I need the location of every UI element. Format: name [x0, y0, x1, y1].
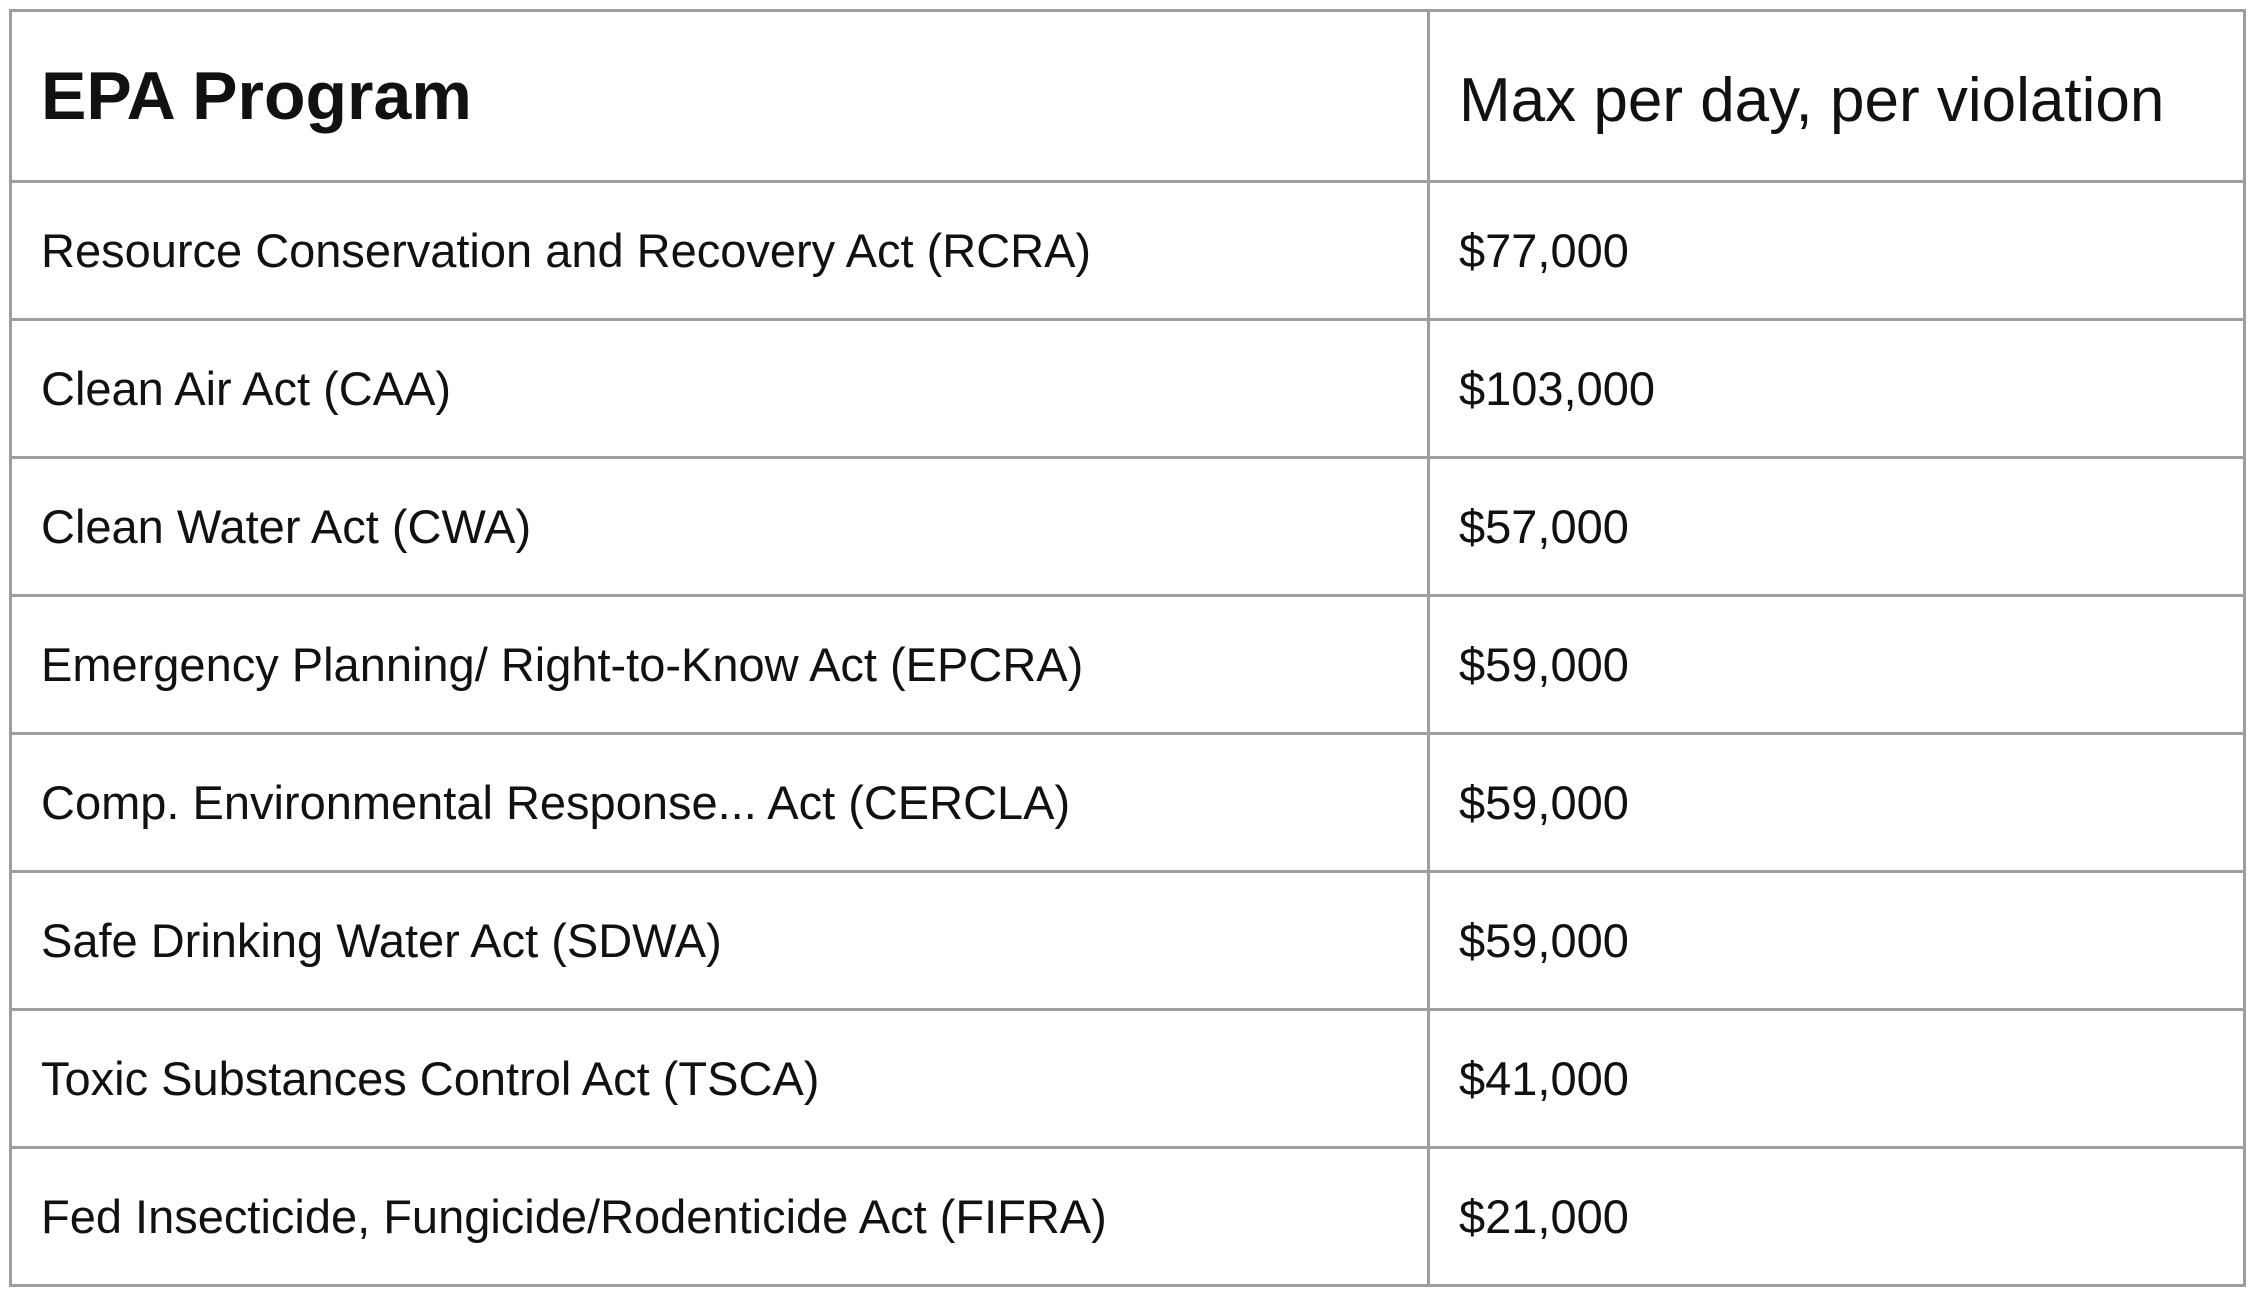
program-cell: Clean Water Act (CWA): [9, 456, 1430, 597]
header-row: EPA Program Max per day, per violation: [9, 9, 2246, 183]
table-row: Safe Drinking Water Act (SDWA) $59,000: [9, 870, 2246, 1011]
column-header-program: EPA Program: [9, 9, 1430, 183]
max-penalty-cell: $57,000: [1427, 456, 2246, 597]
program-cell: Toxic Substances Control Act (TSCA): [9, 1008, 1430, 1149]
program-cell: Safe Drinking Water Act (SDWA): [9, 870, 1430, 1011]
max-penalty-cell: $59,000: [1427, 732, 2246, 873]
program-cell: Comp. Environmental Response... Act (CER…: [9, 732, 1430, 873]
table-row: Fed Insecticide, Fungicide/Rodenticide A…: [9, 1146, 2246, 1287]
program-cell: Emergency Planning/ Right-to-Know Act (E…: [9, 594, 1430, 735]
program-cell: Clean Air Act (CAA): [9, 318, 1430, 459]
max-penalty-cell: $103,000: [1427, 318, 2246, 459]
table-row: Clean Water Act (CWA) $57,000: [9, 456, 2246, 597]
table-body: Resource Conservation and Recovery Act (…: [9, 180, 2246, 1287]
program-cell: Resource Conservation and Recovery Act (…: [9, 180, 1430, 321]
table-header: EPA Program Max per day, per violation: [9, 9, 2246, 183]
max-penalty-cell: $59,000: [1427, 594, 2246, 735]
table-row: Comp. Environmental Response... Act (CER…: [9, 732, 2246, 873]
column-header-max-penalty: Max per day, per violation: [1427, 9, 2246, 183]
table-row: Toxic Substances Control Act (TSCA) $41,…: [9, 1008, 2246, 1149]
table-row: Resource Conservation and Recovery Act (…: [9, 180, 2246, 321]
max-penalty-cell: $41,000: [1427, 1008, 2246, 1149]
max-penalty-cell: $21,000: [1427, 1146, 2246, 1287]
program-cell: Fed Insecticide, Fungicide/Rodenticide A…: [9, 1146, 1430, 1287]
epa-penalties-table: EPA Program Max per day, per violation R…: [9, 9, 2246, 1287]
max-penalty-cell: $59,000: [1427, 870, 2246, 1011]
table-row: Emergency Planning/ Right-to-Know Act (E…: [9, 594, 2246, 735]
max-penalty-cell: $77,000: [1427, 180, 2246, 321]
table-row: Clean Air Act (CAA) $103,000: [9, 318, 2246, 459]
